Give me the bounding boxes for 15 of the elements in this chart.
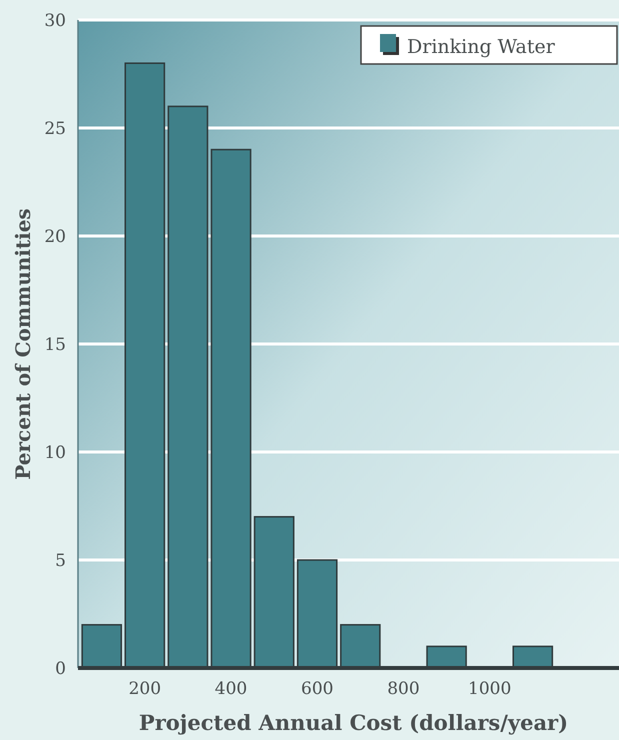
y-tick-label: 30 (44, 10, 66, 31)
y-tick-label: 20 (44, 226, 66, 247)
y-tick-label: 25 (44, 118, 66, 139)
x-tick-label: 200 (128, 679, 162, 699)
y-tick-label: 5 (55, 550, 66, 571)
y-tick-label: 15 (44, 334, 66, 355)
y-axis-title: Percent of Communities (11, 208, 35, 480)
y-tick-label: 0 (55, 658, 66, 679)
x-tick-label: 1000 (468, 679, 512, 699)
x-axis-title: Projected Annual Cost (dollars/year) (138, 710, 568, 735)
x-tick-label: 600 (301, 679, 334, 699)
legend-label: Drinking Water (407, 36, 556, 58)
x-tick-label: 400 (214, 679, 248, 699)
x-tick-label: 800 (387, 679, 420, 699)
y-tick-label: 10 (44, 442, 66, 463)
